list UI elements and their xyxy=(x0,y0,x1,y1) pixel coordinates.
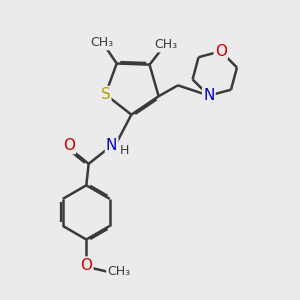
Text: CH₃: CH₃ xyxy=(107,266,130,278)
Text: O: O xyxy=(63,138,75,153)
Text: CH₃: CH₃ xyxy=(91,36,114,49)
Text: CH₃: CH₃ xyxy=(154,38,177,51)
Text: N: N xyxy=(203,88,214,103)
Text: N: N xyxy=(106,138,117,153)
Text: O: O xyxy=(80,258,92,273)
Text: H: H xyxy=(119,144,129,158)
Text: S: S xyxy=(100,87,110,102)
Text: O: O xyxy=(215,44,227,59)
